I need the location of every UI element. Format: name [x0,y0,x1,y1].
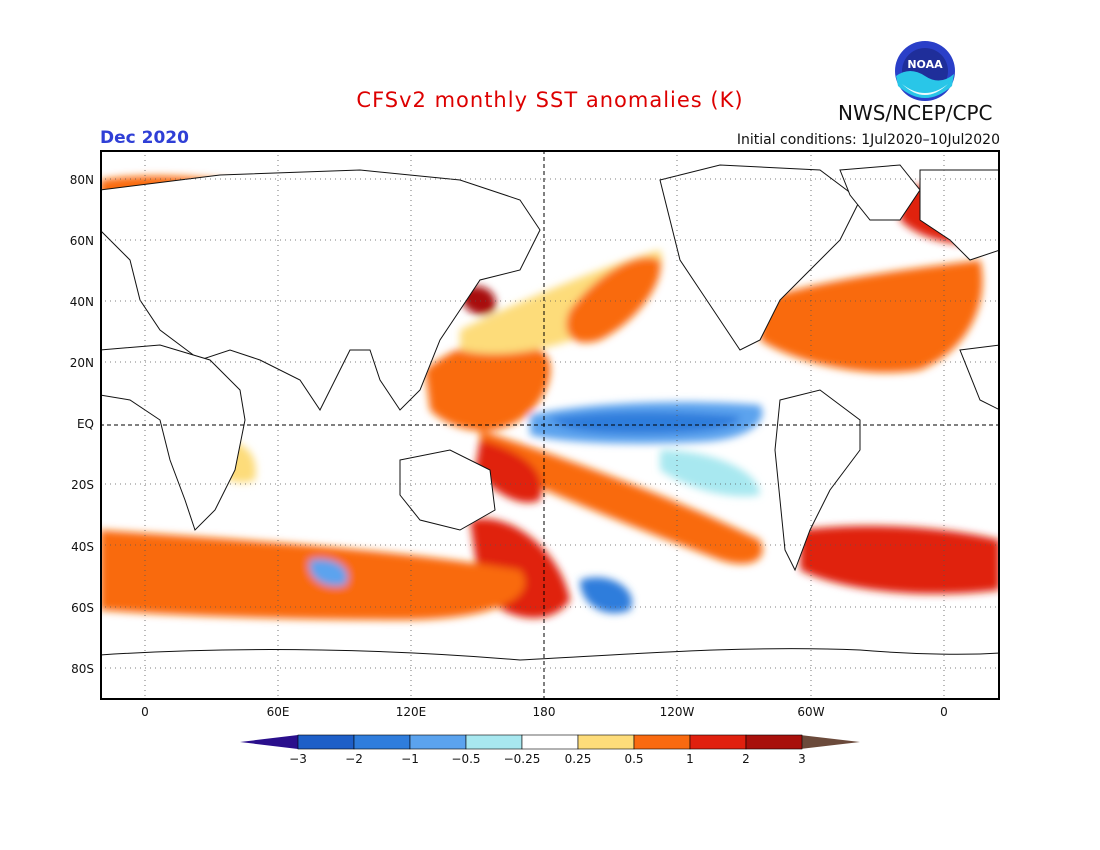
lat-label-40n: 40N [69,295,94,309]
warm-anomaly-north-atlantic [760,260,983,373]
colorbar [240,734,860,750]
landmass-antarctica [100,645,1000,700]
colorbar-label-neg2: −2 [345,752,363,766]
sst-anomaly-map [100,150,1000,700]
cold-anomaly-south-pacific [580,577,632,614]
landmass-north-america [659,164,861,351]
landmass-eurasia [100,169,541,411]
landmass-europe-east [919,169,1000,261]
lat-label-40s: 40S [71,540,94,554]
valid-month-label: Dec 2020 [100,128,189,148]
colorbar-low-arrow [240,735,298,749]
colorbar-label-0-5: 0.5 [624,752,644,766]
lat-label-60n: 60N [69,234,94,248]
lat-label-eq: EQ [76,417,94,431]
colorbar-label-neg0-25: −0.25 [503,752,541,766]
warm-anomaly-ne-pacific [566,257,661,343]
colorbar-label-3: 3 [798,752,806,766]
noaa-logo: NOAA [895,41,955,101]
cool-anomaly-se-pacific [660,450,760,497]
lat-label-20n: 20N [69,356,94,370]
warm-anomaly-west-pacific [425,339,551,431]
colorbar-label-1: 1 [686,752,694,766]
landmass-africa-east-wrap [959,344,1000,411]
warm-anomaly-south-pacific-diagonal [480,430,763,564]
lon-label-120e: 120E [395,705,427,719]
map-frame [100,150,1000,700]
lat-label-80n: 80N [69,173,94,187]
chart-title: CFSv2 monthly SST anomalies (K) [356,88,744,112]
lon-label-60w: 60W [797,705,825,719]
lat-label-60s: 60S [71,601,94,615]
colorbar-label-2: 2 [742,752,750,766]
lon-label-0-east: 0 [940,705,948,719]
colorbar-swatch [409,734,467,750]
lat-label-80s: 80S [71,662,94,676]
colorbar-swatches [297,734,803,750]
colorbar-high-arrow [800,735,860,749]
land-outlines [100,164,1000,700]
warm-anomaly-south-atlantic [800,525,1000,594]
colorbar-swatch [577,734,635,750]
colorbar-swatch [465,734,523,750]
lon-label-0: 0 [141,705,149,719]
colorbar-label-0-25: 0.25 [564,752,592,766]
colorbar-label-neg1: −1 [401,752,419,766]
organization-label: NWS/NCEP/CPC [838,101,993,125]
lat-label-20s: 20S [71,478,94,492]
colorbar-swatch [633,734,691,750]
initial-conditions-label: Initial conditions: 1Jul2020–10Jul2020 [736,132,1000,148]
cold-anomaly-south-indian [309,559,348,587]
lon-label-180: 180 [532,705,556,719]
landmass-australia [399,449,496,531]
lon-label-60e: 60E [266,705,290,719]
landmass-south-america [774,389,861,572]
landmass-africa [100,344,246,531]
colorbar-swatch [745,734,803,750]
antarctica-coast [100,648,1000,661]
colorbar-swatch [297,734,355,750]
colorbar-swatch [353,734,411,750]
colorbar-label-neg3: −3 [289,752,307,766]
colorbar-swatch [689,734,747,750]
cold-anomaly-equatorial-core [550,411,740,434]
lon-label-120w: 120W [659,705,695,719]
colorbar-swatch [521,734,579,750]
colorbar-label-neg0-5: −0.5 [451,752,481,766]
noaa-logo-text: NOAA [907,58,943,71]
